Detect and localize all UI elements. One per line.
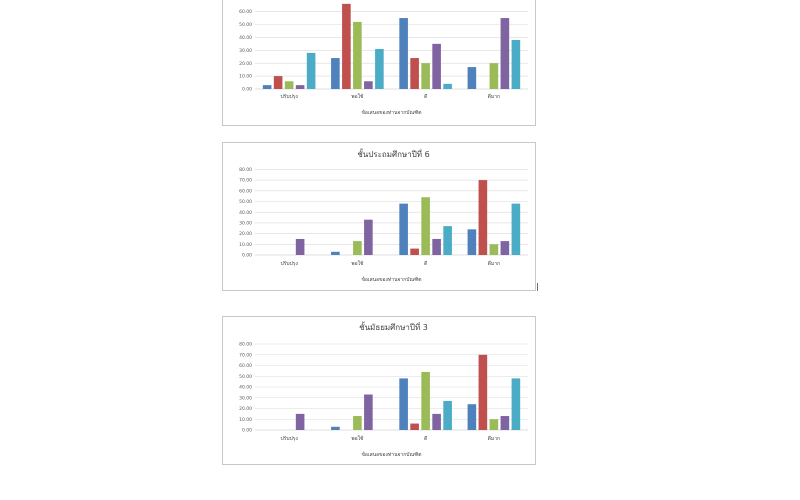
bar bbox=[364, 394, 373, 430]
bar bbox=[421, 371, 430, 430]
resize-handle[interactable] bbox=[537, 283, 538, 291]
bar bbox=[489, 244, 499, 255]
category-label: ดี bbox=[424, 260, 427, 267]
bar bbox=[364, 219, 373, 255]
bar bbox=[262, 85, 272, 89]
bar bbox=[432, 43, 441, 89]
bar bbox=[399, 18, 408, 89]
category-label: ปรับปรุง bbox=[280, 94, 298, 100]
bar bbox=[478, 180, 488, 255]
y-tick-label: 10.00 bbox=[239, 74, 252, 80]
bar bbox=[331, 426, 340, 430]
bar bbox=[443, 400, 452, 430]
bar bbox=[410, 248, 419, 255]
category-label: พอใช้ bbox=[351, 435, 364, 442]
y-tick-label: 0.00 bbox=[242, 253, 252, 259]
y-tick-label: 40.00 bbox=[239, 210, 252, 216]
y-tick-label: 70.00 bbox=[239, 178, 252, 184]
chart-panel-grade6: 0.00 10.00 20.00 30.00 40.00 50.00 60.00 70.00 8… bbox=[222, 142, 536, 291]
bar bbox=[432, 413, 441, 430]
bar bbox=[353, 241, 362, 255]
y-tick-label: 30.00 bbox=[239, 395, 252, 401]
chart-panel-top: 0.00 10.00 20.00 30.00 40.00 50.00 60.00 ปรับปร… bbox=[222, 0, 536, 126]
bar bbox=[467, 67, 477, 89]
bar-chart-grade6: 0.00 10.00 20.00 30.00 40.00 50.00 60.00 70.00 8… bbox=[239, 148, 528, 283]
bar bbox=[432, 238, 441, 255]
bar-chart-top: 0.00 10.00 20.00 30.00 40.00 50.00 60.00 ปรับปร… bbox=[239, 3, 528, 116]
bar bbox=[489, 63, 499, 89]
bar bbox=[295, 413, 305, 430]
y-tick-label: 50.00 bbox=[239, 374, 252, 380]
category-label: ดี bbox=[424, 435, 427, 442]
x-axis-label: ข้อเสนอของท่านจากบัณฑิต bbox=[362, 451, 422, 458]
y-tick-label: 70.00 bbox=[239, 352, 252, 358]
bar bbox=[443, 83, 452, 89]
bar bbox=[410, 58, 419, 89]
bar bbox=[353, 21, 362, 90]
chart-title: ชั้นประถมศึกษาปีที่ 6 bbox=[357, 148, 429, 159]
y-tick-label: 50.00 bbox=[239, 22, 252, 28]
bar bbox=[284, 81, 294, 89]
x-axis-label: ข้อเสนอของท่านจากบัณฑิต bbox=[362, 109, 422, 116]
category-label: ดีมาก bbox=[488, 260, 500, 267]
bar bbox=[353, 416, 362, 430]
bar bbox=[410, 423, 419, 430]
category-label: ดีมาก bbox=[488, 93, 500, 100]
y-tick-label: 0.00 bbox=[242, 87, 252, 93]
bar bbox=[331, 251, 340, 255]
y-tick-label: 80.00 bbox=[239, 342, 252, 348]
bar bbox=[421, 63, 430, 89]
y-tick-label: 50.00 bbox=[239, 199, 252, 205]
bar bbox=[443, 226, 452, 255]
category-label: พอใช้ bbox=[351, 260, 364, 267]
bar bbox=[500, 241, 510, 255]
y-tick-label: 30.00 bbox=[239, 221, 252, 227]
bar bbox=[295, 238, 305, 255]
chart-title: ชั้นมัธยมศึกษาปีที่ 3 bbox=[359, 321, 428, 332]
y-tick-label: 60.00 bbox=[239, 9, 252, 15]
bar bbox=[500, 416, 510, 430]
category-label: ดีมาก bbox=[488, 435, 500, 442]
bar bbox=[489, 419, 499, 430]
y-tick-label: 40.00 bbox=[239, 385, 252, 391]
y-tick-label: 10.00 bbox=[239, 242, 252, 248]
bar bbox=[399, 378, 408, 430]
bar bbox=[306, 52, 316, 89]
category-label: ดี bbox=[424, 93, 427, 100]
y-tick-label: 20.00 bbox=[239, 406, 252, 412]
category-label: ปรับปรุง bbox=[280, 436, 298, 442]
y-tick-label: 80.00 bbox=[239, 167, 252, 173]
category-label: ปรับปรุง bbox=[280, 261, 298, 267]
bar bbox=[375, 49, 384, 89]
y-tick-label: 0.00 bbox=[242, 428, 252, 434]
y-tick-label: 60.00 bbox=[239, 363, 252, 369]
bar bbox=[511, 39, 521, 89]
y-tick-label: 40.00 bbox=[239, 35, 252, 41]
bar bbox=[342, 3, 351, 89]
bar bbox=[478, 354, 488, 430]
bar bbox=[364, 81, 373, 89]
y-tick-label: 60.00 bbox=[239, 188, 252, 194]
x-axis-label: ข้อเสนอของท่านจากบัณฑิต bbox=[362, 276, 422, 283]
chart-panel-grade9: 0.00 10.00 20.00 30.00 40.00 50.00 60.00 70.00 8… bbox=[222, 316, 536, 465]
bar bbox=[511, 203, 521, 255]
y-tick-label: 10.00 bbox=[239, 417, 252, 423]
bar-chart-grade9: 0.00 10.00 20.00 30.00 40.00 50.00 60.00 70.00 8… bbox=[239, 321, 528, 458]
bar bbox=[273, 76, 283, 89]
bar bbox=[399, 203, 408, 255]
bar bbox=[295, 85, 305, 89]
bar bbox=[331, 58, 340, 89]
category-label: พอใช้ bbox=[351, 93, 364, 100]
y-tick-label: 20.00 bbox=[239, 61, 252, 67]
y-tick-label: 20.00 bbox=[239, 231, 252, 237]
bar bbox=[511, 378, 521, 430]
bar bbox=[500, 18, 510, 89]
bar bbox=[467, 229, 477, 255]
bar bbox=[421, 197, 430, 255]
bar bbox=[467, 404, 477, 430]
y-tick-label: 30.00 bbox=[239, 48, 252, 54]
